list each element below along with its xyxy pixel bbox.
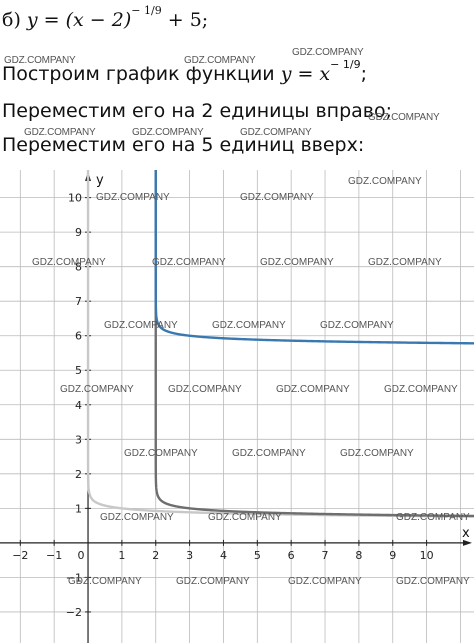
step-2-text: Переместим его на 2 единицы вправо; bbox=[2, 100, 393, 122]
y-tick-label: 1 bbox=[75, 502, 82, 515]
watermark: GDZ.COMPANY bbox=[4, 55, 76, 66]
y-tick-label: 6 bbox=[75, 330, 82, 343]
watermark: GDZ.COMPANY bbox=[260, 257, 334, 268]
problem-label: б) bbox=[2, 9, 21, 31]
y-tick-label: 9 bbox=[75, 226, 82, 239]
x-tick-label: 3 bbox=[186, 549, 193, 562]
y-tick-label: 5 bbox=[75, 364, 82, 377]
x-tick-label: 7 bbox=[322, 549, 329, 562]
watermark: GDZ.COMPANY bbox=[348, 176, 422, 187]
x-axis-label: x bbox=[462, 526, 470, 541]
step-2: Переместим его на 2 единицы вправо; bbox=[2, 100, 392, 122]
curve-series-2 bbox=[154, 170, 474, 518]
watermark: GDZ.COMPANY bbox=[384, 384, 458, 395]
y-tick-label: 3 bbox=[75, 433, 82, 446]
watermark: GDZ.COMPANY bbox=[24, 127, 96, 138]
y-tick-label: −2 bbox=[66, 606, 82, 619]
problem-equation-tail: + 5; bbox=[167, 9, 209, 31]
watermark: GDZ.COMPANY bbox=[212, 320, 286, 331]
watermark: GDZ.COMPANY bbox=[368, 257, 442, 268]
watermark: GDZ.COMPANY bbox=[276, 384, 350, 395]
x-tick-label: 2 bbox=[152, 549, 159, 562]
problem-exponent: − 1/9 bbox=[131, 4, 162, 17]
watermark: GDZ.COMPANY bbox=[240, 127, 312, 138]
y-tick-label: −1 bbox=[66, 571, 82, 584]
watermark: GDZ.COMPANY bbox=[68, 576, 142, 587]
watermark: GDZ.COMPANY bbox=[104, 320, 178, 331]
watermark: GDZ.COMPANY bbox=[240, 192, 314, 203]
step-1: Построим график функции y = x− 1/9; bbox=[2, 58, 367, 85]
curve-series-3 bbox=[154, 170, 474, 345]
watermark: GDZ.COMPANY bbox=[368, 112, 440, 123]
x-tick-label: 4 bbox=[220, 549, 227, 562]
x-tick-label: −1 bbox=[46, 549, 62, 562]
curves bbox=[86, 170, 474, 518]
step-3-text: Переместим его на 5 единиц вверх: bbox=[2, 134, 365, 156]
function-graph: x y −2 −1 0 1 2 3 4 5 6 7 8 9 10 −2 −1 1 2 3 4 5 6 7 8 9 10 GDZ.C… bbox=[0, 170, 474, 643]
step-1-text: Построим график функции bbox=[2, 63, 275, 85]
x-tick-label: 8 bbox=[355, 549, 362, 562]
step-1-formula: y = x bbox=[280, 63, 331, 85]
x-tick-label: −2 bbox=[12, 549, 28, 562]
watermark: GDZ.COMPANY bbox=[168, 384, 242, 395]
y-tick-label: 7 bbox=[75, 295, 82, 308]
watermark: GDZ.COMPANY bbox=[60, 384, 134, 395]
watermark: GDZ.COMPANY bbox=[184, 55, 256, 66]
step-1-end: ; bbox=[360, 63, 367, 85]
watermark: GDZ.COMPANY bbox=[132, 127, 204, 138]
watermark: GDZ.COMPANY bbox=[288, 576, 362, 587]
x-tick-label: 5 bbox=[254, 549, 261, 562]
watermark: GDZ.COMPANY bbox=[32, 257, 106, 268]
x-tick-label: 6 bbox=[288, 549, 295, 562]
watermark: GDZ.COMPANY bbox=[396, 576, 470, 587]
y-axis-label: y bbox=[96, 173, 104, 188]
grid bbox=[0, 170, 474, 643]
curve-series-1 bbox=[86, 170, 474, 518]
problem-equation-main: y = (x − 2) bbox=[26, 9, 132, 31]
watermark: GDZ.COMPANY bbox=[124, 448, 198, 459]
watermark: GDZ.COMPANY bbox=[396, 512, 470, 523]
y-tick-label: 2 bbox=[75, 468, 82, 481]
y-tick-label: 4 bbox=[75, 399, 82, 412]
tick-labels: −2 −1 0 1 2 3 4 5 6 7 8 9 10 −2 −1 1 2 3 4 5 6 7 8 9 10 bbox=[12, 192, 433, 619]
watermark: GDZ.COMPANY bbox=[152, 257, 226, 268]
step-1-exponent: − 1/9 bbox=[330, 58, 361, 71]
y-tick-label: 10 bbox=[68, 192, 82, 205]
x-tick-label: 1 bbox=[118, 549, 125, 562]
y-tick-label: 8 bbox=[75, 261, 82, 274]
watermark: GDZ.COMPANY bbox=[232, 448, 306, 459]
watermark: GDZ.COMPANY bbox=[340, 448, 414, 459]
watermark: GDZ.COMPANY bbox=[320, 320, 394, 331]
watermark: GDZ.COMPANY bbox=[292, 47, 364, 58]
watermark: GDZ.COMPANY bbox=[208, 512, 282, 523]
graph-watermarks: GDZ.COMPANY GDZ.COMPANY GDZ.COMPANY GDZ.COM… bbox=[32, 176, 470, 587]
x-tick-label: 0 bbox=[78, 549, 85, 562]
step-3: Переместим его на 5 единиц вверх: bbox=[2, 134, 364, 156]
x-axis-arrow bbox=[463, 539, 472, 546]
x-tick-label: 10 bbox=[420, 549, 434, 562]
problem-equation: б) y = (x − 2)− 1/9 + 5; bbox=[2, 4, 209, 31]
watermark: GDZ.COMPANY bbox=[100, 512, 174, 523]
x-tick-label: 9 bbox=[389, 549, 396, 562]
watermark: GDZ.COMPANY bbox=[96, 192, 170, 203]
watermark: GDZ.COMPANY bbox=[176, 576, 250, 587]
